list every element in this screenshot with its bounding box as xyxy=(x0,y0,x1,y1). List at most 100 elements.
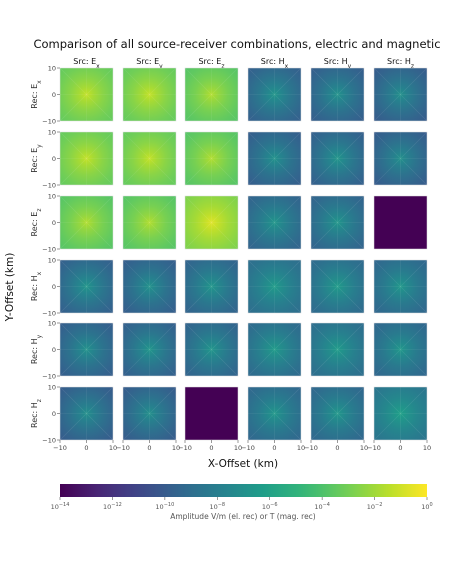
row-title: Rec: Hx xyxy=(30,271,43,301)
heatmap-cell xyxy=(311,196,364,249)
heatmap-cell xyxy=(374,132,427,185)
panel-frame xyxy=(184,67,239,122)
heatmap-cell xyxy=(311,387,364,440)
y-tick-label: 10 xyxy=(48,128,56,136)
heatmap-cell xyxy=(60,68,113,121)
symmetry-line xyxy=(310,195,365,250)
symmetry-line xyxy=(247,195,302,250)
heatmap-panel xyxy=(184,259,239,314)
symmetry-line xyxy=(247,259,302,314)
panel-grid: Src: Ex Src: Ey Src: Ez Src: Hx Src: Hy Src: … xyxy=(30,57,431,452)
heatmap-panel xyxy=(373,259,428,314)
heatmap-cell xyxy=(248,387,301,440)
colorbar-label: Amplitude V/m (el. rec) or T (mag. rec) xyxy=(170,512,316,521)
heatmap-cell xyxy=(248,260,301,313)
heatmap-panel xyxy=(373,322,428,377)
heatmap-cell xyxy=(185,68,238,121)
x-axis-label: X-Offset (km) xyxy=(208,458,278,470)
heatmap-panel xyxy=(122,67,177,122)
x-tick-label: 10 xyxy=(360,444,368,452)
symmetry-line xyxy=(310,131,365,186)
column-title: Src: Ez xyxy=(198,57,224,70)
y-tick-label: −10 xyxy=(42,372,56,380)
y-axis-label: Y-Offset (km) xyxy=(4,253,16,323)
panel-frame xyxy=(122,259,177,314)
panel-frame xyxy=(310,259,365,314)
heatmap-cell xyxy=(374,260,427,313)
heatmap-cell xyxy=(185,196,238,249)
colorbar-tick-label: 10−2 xyxy=(367,502,383,511)
symmetry-line xyxy=(184,67,239,122)
panel-frame xyxy=(122,195,177,250)
colorbar-tick-label: 10−8 xyxy=(209,502,225,511)
y-tick-label: 0 xyxy=(52,283,56,291)
symmetry-line xyxy=(184,322,239,377)
heatmap-panel xyxy=(373,131,428,186)
x-tick-label: 10 xyxy=(172,444,180,452)
x-tick-label: 0 xyxy=(147,444,151,452)
symmetry-line xyxy=(59,195,114,250)
symmetry-line xyxy=(59,195,114,250)
symmetry-line xyxy=(373,386,428,441)
y-tick-label: 10 xyxy=(48,192,56,200)
panel-frame xyxy=(373,67,428,122)
symmetry-line xyxy=(122,386,177,441)
symmetry-line xyxy=(310,67,365,122)
panel-frame xyxy=(247,322,302,377)
y-tick-label: 10 xyxy=(48,319,56,327)
heatmap-cell xyxy=(311,132,364,185)
column-title: Src: Hy xyxy=(324,57,352,70)
symmetry-line xyxy=(310,322,365,377)
y-tick-label: 0 xyxy=(52,346,56,354)
colorbar-tick-label: 100 xyxy=(421,502,432,511)
symmetry-line xyxy=(122,259,177,314)
heatmap-panel: 10 0 −10 xyxy=(42,256,114,317)
heatmap-panel: 10 0 −10 xyxy=(42,319,114,380)
column-title: Src: Hx xyxy=(261,57,289,70)
heatmap-cell xyxy=(311,260,364,313)
heatmap-panel: −10 0 10 xyxy=(304,386,368,452)
symmetry-line xyxy=(122,386,177,441)
symmetry-line xyxy=(247,259,302,314)
symmetry-line xyxy=(373,259,428,314)
heatmap-panel xyxy=(122,259,177,314)
symmetry-line xyxy=(184,322,239,377)
symmetry-line xyxy=(247,386,302,441)
y-tick-label: 0 xyxy=(52,219,56,227)
symmetry-line xyxy=(122,195,177,250)
symmetry-line xyxy=(122,67,177,122)
panel-frame xyxy=(247,259,302,314)
x-tick-label: 10 xyxy=(234,444,242,452)
heatmap-cell xyxy=(248,132,301,185)
symmetry-line xyxy=(373,131,428,186)
y-tick-label: 10 xyxy=(48,256,56,264)
x-tick-label: 10 xyxy=(423,444,431,452)
heatmap-cell xyxy=(60,196,113,249)
panel-frame xyxy=(310,67,365,122)
y-tick-label: −10 xyxy=(42,181,56,189)
x-tick-label: 0 xyxy=(84,444,88,452)
symmetry-line xyxy=(310,386,365,441)
symmetry-line xyxy=(59,322,114,377)
x-tick-label: 0 xyxy=(272,444,276,452)
heatmap-panel xyxy=(247,322,302,377)
symmetry-line xyxy=(122,195,177,250)
symmetry-line xyxy=(59,131,114,186)
heatmap-cell xyxy=(123,68,176,121)
symmetry-line xyxy=(184,259,239,314)
symmetry-line xyxy=(247,195,302,250)
panel-frame xyxy=(184,322,239,377)
colorbar-tick-label: 10−4 xyxy=(314,502,330,511)
heatmap-cell xyxy=(123,132,176,185)
heatmap-cell xyxy=(123,260,176,313)
x-tick-label: 10 xyxy=(109,444,117,452)
heatmap-panel xyxy=(373,67,428,122)
panel-frame xyxy=(247,195,302,250)
colorbar-tick-label: 10−10 xyxy=(155,502,174,511)
symmetry-line xyxy=(373,131,428,186)
symmetry-line xyxy=(247,386,302,441)
symmetry-line xyxy=(59,259,114,314)
heatmap-panel: −10 0 10 xyxy=(367,386,431,452)
symmetry-line xyxy=(310,131,365,186)
heatmap-panel xyxy=(310,131,365,186)
